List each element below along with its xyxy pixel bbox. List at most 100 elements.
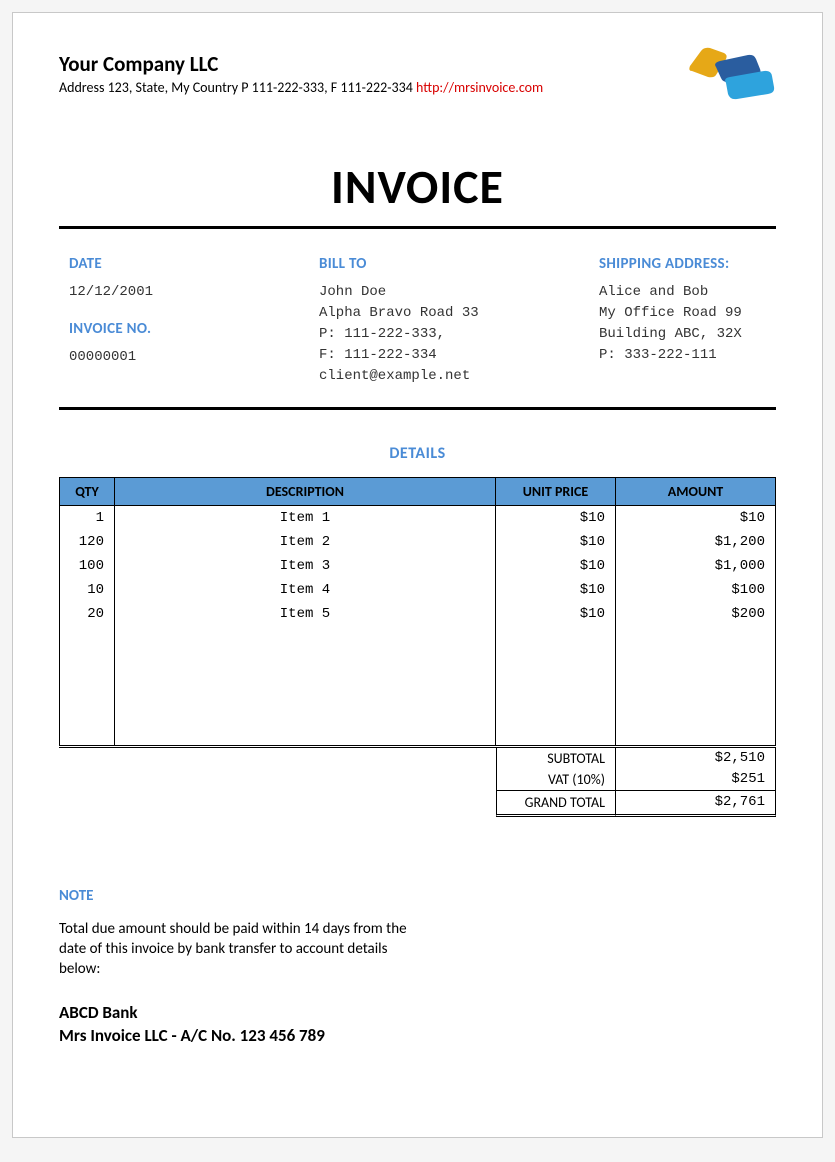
divider bbox=[59, 407, 776, 410]
billto-line: John Doe bbox=[319, 283, 599, 302]
cell-qty bbox=[60, 698, 115, 722]
company-url[interactable]: http://mrsinvoice.com bbox=[416, 79, 543, 96]
subtotal-value: $2,510 bbox=[616, 748, 776, 769]
table-row: 1Item 1$10$10 bbox=[60, 506, 776, 531]
vat-label: VAT (10%) bbox=[496, 769, 616, 790]
billto-line: F: 111-222-334 bbox=[319, 346, 599, 365]
table-row bbox=[60, 626, 776, 650]
totals-row-grand: GRAND TOTAL $2,761 bbox=[59, 790, 776, 817]
company-address-line: Address 123, State, My Country P 111-222… bbox=[59, 79, 686, 96]
cell-qty: 1 bbox=[60, 506, 115, 531]
col-header-amount: AMOUNT bbox=[616, 478, 776, 506]
totals-block: SUBTOTAL $2,510 VAT (10%) $251 GRAND TOT… bbox=[59, 748, 776, 817]
cell-description: Item 1 bbox=[115, 506, 496, 531]
bank-name: ABCD Bank bbox=[59, 1002, 776, 1025]
cell-amount bbox=[616, 650, 776, 674]
table-row: 10Item 4$10$100 bbox=[60, 578, 776, 602]
cell-unit-price bbox=[496, 674, 616, 698]
info-col-date: DATE 12/12/2001 INVOICE NO. 00000001 bbox=[69, 255, 319, 387]
cell-amount: $1,200 bbox=[616, 530, 776, 554]
cell-unit-price: $10 bbox=[496, 578, 616, 602]
cell-description bbox=[115, 674, 496, 698]
cell-qty: 20 bbox=[60, 602, 115, 626]
cell-description bbox=[115, 698, 496, 722]
cell-amount bbox=[616, 674, 776, 698]
billto-line: client@example.net bbox=[319, 367, 599, 386]
note-label: NOTE bbox=[59, 887, 776, 905]
company-address: Address 123, State, My Country P 111-222… bbox=[59, 79, 413, 96]
cell-description: Item 4 bbox=[115, 578, 496, 602]
cell-amount: $1,000 bbox=[616, 554, 776, 578]
billto-label: BILL TO bbox=[319, 255, 599, 273]
cell-description: Item 3 bbox=[115, 554, 496, 578]
table-row bbox=[60, 698, 776, 722]
company-name: Your Company LLC bbox=[59, 51, 686, 77]
cell-amount: $10 bbox=[616, 506, 776, 531]
invoice-page: Your Company LLC Address 123, State, My … bbox=[12, 12, 823, 1138]
billto-line: Alpha Bravo Road 33 bbox=[319, 304, 599, 323]
cell-description: Item 5 bbox=[115, 602, 496, 626]
company-logo-icon bbox=[686, 47, 776, 107]
shipping-label: SHIPPING ADDRESS: bbox=[599, 255, 776, 273]
totals-row-vat: VAT (10%) $251 bbox=[59, 769, 776, 790]
cell-amount: $100 bbox=[616, 578, 776, 602]
note-section: NOTE Total due amount should be paid wit… bbox=[59, 887, 776, 1048]
cell-unit-price: $10 bbox=[496, 530, 616, 554]
header: Your Company LLC Address 123, State, My … bbox=[59, 51, 776, 107]
date-value: 12/12/2001 bbox=[69, 283, 319, 302]
totals-row-subtotal: SUBTOTAL $2,510 bbox=[59, 748, 776, 769]
info-col-billto: BILL TO John Doe Alpha Bravo Road 33 P: … bbox=[319, 255, 599, 387]
company-block: Your Company LLC Address 123, State, My … bbox=[59, 51, 686, 96]
cell-amount bbox=[616, 626, 776, 650]
table-row: 20Item 5$10$200 bbox=[60, 602, 776, 626]
invoice-no-value: 00000001 bbox=[69, 348, 319, 367]
note-text: Total due amount should be paid within 1… bbox=[59, 919, 419, 980]
grand-total-label: GRAND TOTAL bbox=[496, 790, 616, 817]
cell-unit-price bbox=[496, 650, 616, 674]
shipping-line: My Office Road 99 bbox=[599, 304, 776, 323]
shipping-line: Alice and Bob bbox=[599, 283, 776, 302]
items-table: QTY DESCRIPTION UNIT PRICE AMOUNT 1Item … bbox=[59, 477, 776, 748]
table-row bbox=[60, 674, 776, 698]
col-header-qty: QTY bbox=[60, 478, 115, 506]
date-label: DATE bbox=[69, 255, 319, 273]
cell-amount: $200 bbox=[616, 602, 776, 626]
cell-unit-price bbox=[496, 626, 616, 650]
cell-qty bbox=[60, 650, 115, 674]
cell-description bbox=[115, 650, 496, 674]
cell-amount bbox=[616, 722, 776, 746]
cell-unit-price: $10 bbox=[496, 602, 616, 626]
cell-unit-price bbox=[496, 698, 616, 722]
billto-line: P: 111-222-333, bbox=[319, 325, 599, 344]
grand-total-value: $2,761 bbox=[616, 790, 776, 817]
cell-unit-price bbox=[496, 722, 616, 746]
table-row bbox=[60, 650, 776, 674]
cell-qty bbox=[60, 626, 115, 650]
cell-unit-price: $10 bbox=[496, 554, 616, 578]
info-col-shipping: SHIPPING ADDRESS: Alice and Bob My Offic… bbox=[599, 255, 776, 387]
cell-description bbox=[115, 626, 496, 650]
details-heading: DETAILS bbox=[59, 444, 776, 463]
document-title: INVOICE bbox=[59, 157, 776, 216]
shipping-line: P: 333-222-111 bbox=[599, 346, 776, 365]
cell-qty: 10 bbox=[60, 578, 115, 602]
col-header-description: DESCRIPTION bbox=[115, 478, 496, 506]
table-row: 120Item 2$10$1,200 bbox=[60, 530, 776, 554]
cell-amount bbox=[616, 698, 776, 722]
cell-description bbox=[115, 722, 496, 746]
table-row: 100Item 3$10$1,000 bbox=[60, 554, 776, 578]
table-row bbox=[60, 722, 776, 746]
bank-account: Mrs Invoice LLC - A/C No. 123 456 789 bbox=[59, 1025, 776, 1048]
col-header-unit-price: UNIT PRICE bbox=[496, 478, 616, 506]
cell-description: Item 2 bbox=[115, 530, 496, 554]
invoice-no-label: INVOICE NO. bbox=[69, 320, 319, 338]
table-header-row: QTY DESCRIPTION UNIT PRICE AMOUNT bbox=[60, 478, 776, 506]
cell-qty: 120 bbox=[60, 530, 115, 554]
cell-unit-price: $10 bbox=[496, 506, 616, 531]
cell-qty: 100 bbox=[60, 554, 115, 578]
shipping-line: Building ABC, 32X bbox=[599, 325, 776, 344]
subtotal-label: SUBTOTAL bbox=[496, 748, 616, 769]
cell-qty bbox=[60, 722, 115, 746]
vat-value: $251 bbox=[616, 769, 776, 790]
cell-qty bbox=[60, 674, 115, 698]
